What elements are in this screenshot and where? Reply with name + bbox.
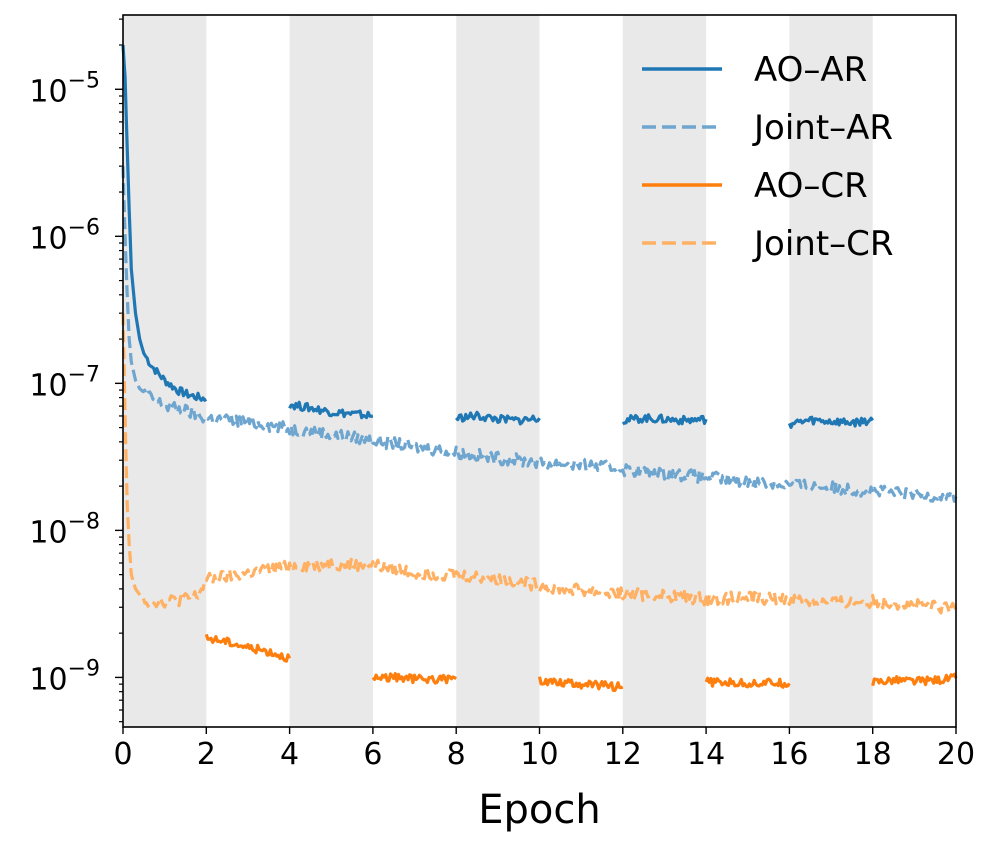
legend: AO–AR Joint–AR AO–CR Joint–CR [642, 50, 894, 264]
series-line-AO–AR [121, 44, 208, 402]
y-tick-base: 10 [29, 662, 67, 697]
x-axis-label: Epoch [478, 787, 600, 833]
shaded-bands [123, 15, 873, 727]
y-tick-exponent: −9 [68, 656, 100, 681]
series-line-AO–AR [621, 413, 708, 426]
y-tick-exponent: −6 [68, 215, 100, 240]
series-line-AO–CR [204, 633, 292, 663]
shaded-band [123, 15, 207, 727]
series-lines [121, 44, 958, 693]
series-line-AO–CR [704, 676, 791, 689]
x-tick-label: 14 [687, 737, 725, 772]
x-tick-label: 18 [854, 737, 892, 772]
y-tick-base: 10 [29, 221, 67, 256]
x-tick-label: 4 [280, 737, 299, 772]
x-tick-label: 20 [937, 737, 975, 772]
series-line-AO–CR [537, 676, 624, 693]
legend-label: Joint–AR [752, 108, 893, 148]
shaded-band [456, 15, 540, 727]
y-tick-exponent: −7 [68, 362, 100, 387]
legend-label: Joint–CR [752, 224, 894, 264]
x-tick-label: 6 [363, 737, 382, 772]
y-tick-base: 10 [29, 515, 67, 550]
x-tick-label: 0 [113, 737, 132, 772]
y-tick-label: 10−8 [29, 509, 100, 550]
y-tick-exponent: −5 [68, 68, 100, 93]
series-line-AO–CR [871, 672, 958, 687]
x-tick-label: 16 [770, 737, 808, 772]
series-line-Joint–CR [121, 313, 958, 615]
y-tick-label: 10−6 [29, 215, 100, 256]
y-axis-ticks: 10−510−610−710−810−9 [29, 68, 123, 697]
series-line-AO–AR [288, 400, 374, 420]
y-tick-label: 10−9 [29, 656, 100, 697]
series-line-AO–CR [371, 672, 458, 685]
series-line-Joint–AR [121, 166, 958, 503]
y-tick-exponent: −8 [68, 509, 100, 534]
series-line-AO–AR [455, 410, 541, 426]
x-tick-label: 12 [604, 737, 642, 772]
shaded-band [789, 15, 873, 727]
x-tick-label: 8 [447, 737, 466, 772]
legend-label: AO–AR [754, 50, 867, 90]
y-tick-label: 10−7 [29, 362, 100, 403]
x-tick-label: 2 [197, 737, 216, 772]
shaded-band [289, 15, 373, 727]
shaded-band [622, 15, 707, 727]
y-tick-base: 10 [29, 74, 67, 109]
x-tick-label: 10 [520, 737, 558, 772]
series-line-AO–AR [787, 415, 874, 429]
y-tick-base: 10 [29, 368, 67, 403]
legend-label: AO–CR [754, 166, 868, 206]
y-tick-label: 10−5 [29, 68, 100, 109]
x-axis-ticks: 0 2 4 6 8 10 12 14 16 18 20 [113, 727, 975, 772]
